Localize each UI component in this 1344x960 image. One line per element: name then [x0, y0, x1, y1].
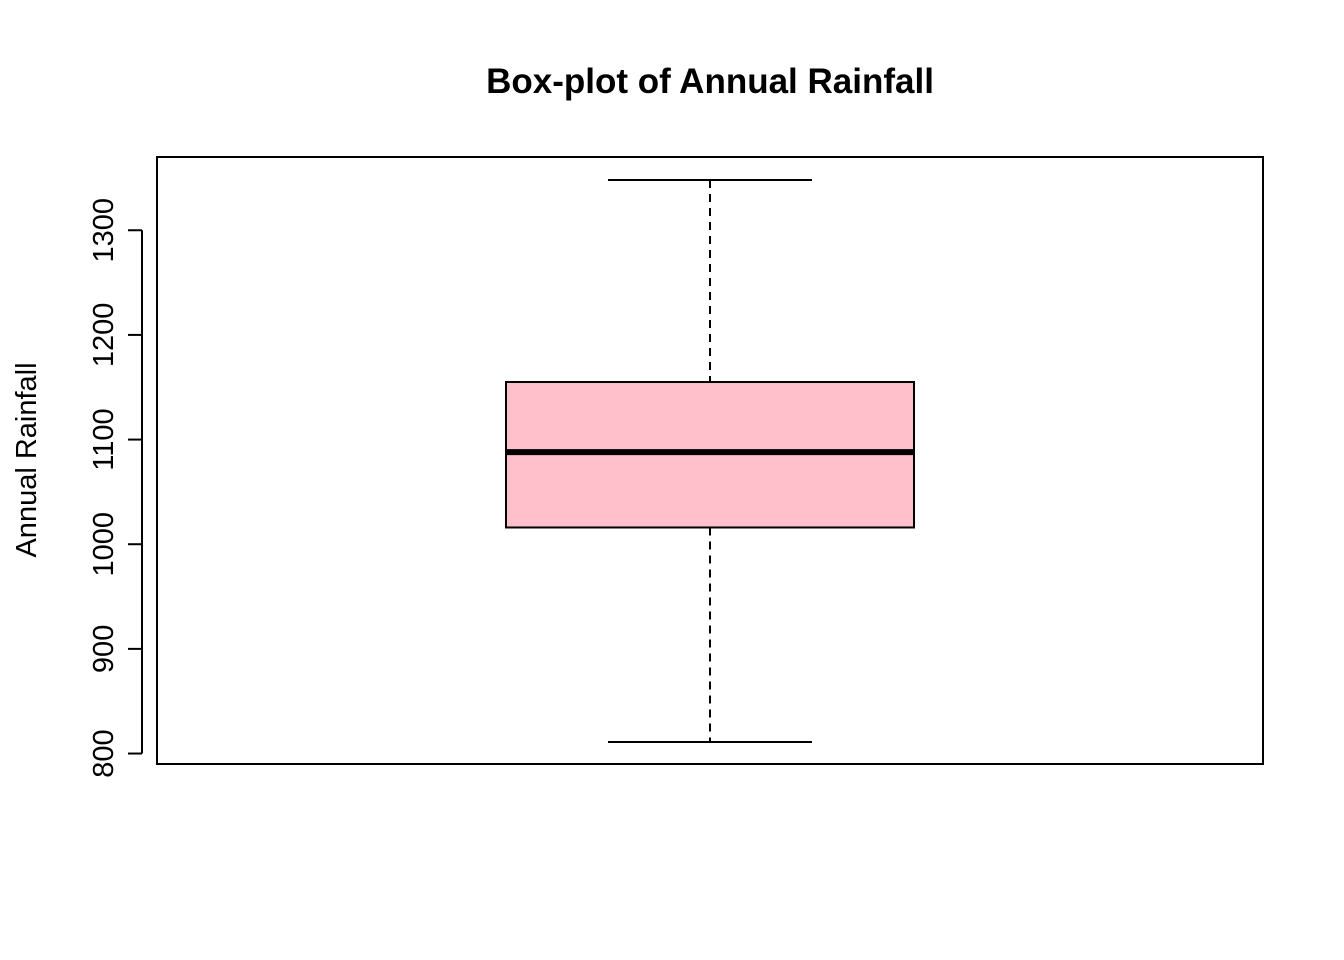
box-plot-series	[505, 179, 915, 744]
plot-frame	[156, 156, 1264, 765]
y-axis-label: Annual Rainfall	[11, 362, 43, 557]
y-tick-label: 900	[88, 625, 120, 673]
y-tick-label: 1000	[88, 512, 120, 577]
chart-title: Box-plot of Annual Rainfall	[486, 62, 934, 101]
y-tick-label: 1300	[88, 198, 120, 263]
y-tick-label: 1100	[88, 408, 120, 470]
y-tick-label: 1200	[88, 303, 120, 368]
y-axis: 800 900 1000 1100 1200 1300	[88, 198, 143, 778]
y-tick-label: 800	[88, 729, 120, 777]
